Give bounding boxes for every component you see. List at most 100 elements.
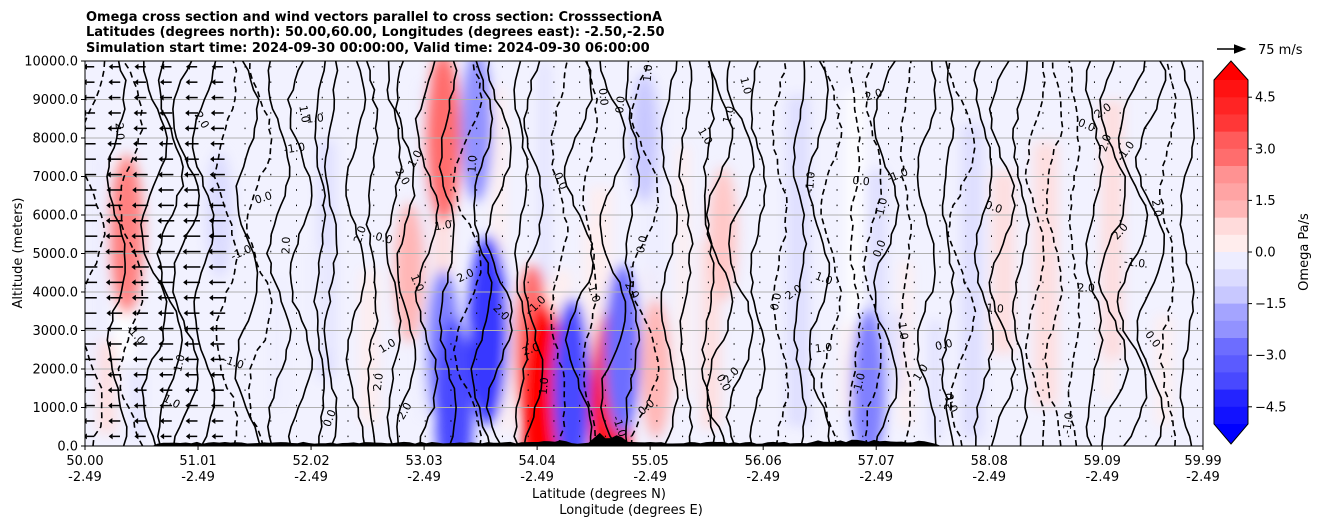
- wind-vector-head: [105, 263, 110, 270]
- wind-vector-head: [210, 125, 215, 132]
- wind-vector-head: [183, 325, 188, 332]
- omega-feature: [552, 298, 591, 446]
- colorbar-band: [1214, 303, 1248, 321]
- x-tick-label-longitude: -2.49: [68, 470, 102, 485]
- wind-vector-head: [210, 371, 215, 378]
- colorbar-tick-label: 4.5: [1255, 91, 1276, 106]
- contour-line: [660, 61, 679, 446]
- wind-vector-head: [208, 263, 213, 270]
- y-tick-label: 2000.0: [33, 363, 79, 378]
- contour-line: [414, 61, 440, 446]
- contour-line: [701, 61, 716, 446]
- wind-vector-head: [106, 294, 111, 301]
- contour-line: [820, 61, 843, 446]
- contour-line: [156, 61, 185, 446]
- contour-label: 0.0: [596, 88, 611, 107]
- contour-line: [385, 61, 403, 446]
- contour-line: [213, 61, 239, 446]
- contour-line: [771, 61, 790, 446]
- wind-vector-head: [211, 94, 216, 101]
- wind-vector-head: [105, 217, 110, 224]
- omega-feature: [708, 167, 738, 302]
- wind-vector-head: [157, 186, 162, 193]
- wind-vector-head: [184, 140, 189, 147]
- contour-label: 1.0: [537, 377, 551, 396]
- x-tick-label-longitude: -2.49: [181, 470, 215, 485]
- wind-vector-head: [80, 233, 84, 239]
- wind-vector-head: [157, 217, 162, 224]
- wind-vector-head: [157, 233, 162, 240]
- wind-vector-head: [134, 433, 139, 440]
- contour-label: 1.0: [641, 64, 655, 83]
- contour-label: 0.0: [852, 174, 871, 189]
- wind-vector-head: [185, 402, 190, 409]
- omega-streak: [1155, 315, 1173, 425]
- wind-vector-head: [85, 109, 87, 116]
- wind-vector-head: [108, 79, 113, 86]
- contour-line: [265, 61, 292, 446]
- contour-label: 0.0: [768, 292, 784, 312]
- contour-label: 2.0: [371, 372, 386, 391]
- contour-line: [286, 61, 314, 446]
- wind-vector-head: [183, 202, 188, 209]
- wind-vector-head: [159, 125, 164, 132]
- colorbar-band: [1214, 389, 1248, 407]
- wind-vector-head: [211, 79, 216, 86]
- omega-streak: [310, 249, 329, 351]
- wind-vector-head: [159, 94, 164, 101]
- contour-label: 0.0: [374, 230, 394, 247]
- chart-title-line-2: Latitudes (degrees north): 50.00,60.00, …: [86, 25, 665, 40]
- contour-line: [1179, 61, 1196, 446]
- contour-line: [563, 61, 594, 446]
- colorbar-band: [1214, 372, 1248, 390]
- contour-line: [85, 61, 106, 446]
- contour-line: [705, 61, 734, 446]
- colorbar-band: [1214, 80, 1248, 98]
- colorbar-band: [1214, 148, 1248, 166]
- wind-vector-head: [157, 263, 162, 270]
- wind-vector-head: [184, 340, 189, 347]
- quiver-key: 75 m/s: [1217, 43, 1303, 58]
- colorbar-band: [1214, 183, 1248, 201]
- x-tick-label-longitude: -2.49: [633, 470, 667, 485]
- wind-vector-head: [133, 371, 138, 378]
- y-axis: 0.0 1000.0 2000.0 3000.0 4000.0 5000.0 6000.0 7…: [24, 55, 85, 455]
- y-tick-label: 7000.0: [33, 170, 79, 185]
- wind-vector-head: [184, 356, 189, 363]
- contour-line: [365, 61, 379, 446]
- wind-vector-head: [108, 417, 113, 424]
- omega-streak: [272, 281, 286, 406]
- omega-feature: [425, 61, 462, 223]
- colorbar-band: [1214, 338, 1248, 356]
- x-tick-label-latitude: 50.00: [66, 454, 103, 469]
- grid-layer: [85, 61, 1203, 446]
- contour-line: [523, 61, 545, 446]
- wind-vector-head: [108, 63, 113, 70]
- wind-vector-head: [107, 109, 112, 116]
- contour-label: -1.0: [803, 171, 818, 194]
- wind-vector-head: [209, 325, 214, 332]
- wind-vector-head: [105, 279, 110, 286]
- wind-vector-head: [183, 186, 188, 193]
- wind-vector-head: [157, 202, 162, 209]
- contour-line: [513, 61, 529, 446]
- wind-vector-head: [134, 417, 139, 424]
- contour-line: [941, 61, 955, 446]
- x-tick-label-latitude: 55.05: [632, 454, 669, 469]
- colorbar-band: [1214, 114, 1248, 132]
- omega-streak: [540, 62, 550, 425]
- wind-vector-layer: [80, 63, 1198, 440]
- colorbar-tick-label: −4.5: [1255, 400, 1287, 415]
- x-axis-label-latitude: Latitude (degrees N): [532, 487, 666, 502]
- contour-line: [234, 61, 261, 446]
- wind-vector-head: [80, 202, 84, 208]
- colorbar-tick-label: −1.5: [1255, 297, 1287, 312]
- colorbar-band: [1214, 269, 1248, 287]
- contour-label: 0.0: [613, 95, 628, 114]
- contour-label: 2.0: [521, 340, 542, 358]
- wind-vector-head: [106, 186, 111, 193]
- wind-vector-head: [131, 248, 136, 255]
- wind-vector-head: [157, 310, 162, 317]
- wind-vector-head: [80, 295, 84, 301]
- wind-vector-head: [106, 340, 111, 347]
